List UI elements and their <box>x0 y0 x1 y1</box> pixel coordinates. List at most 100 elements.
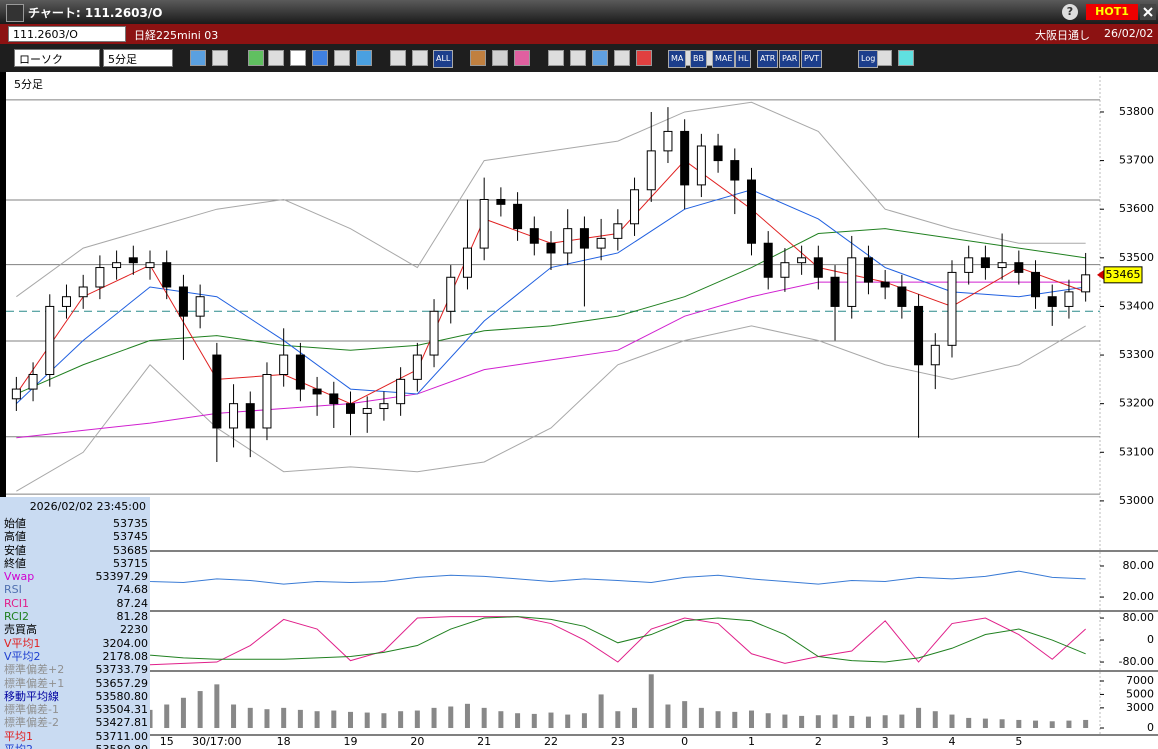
toolbar-icon[interactable] <box>876 50 892 66</box>
volume-bar <box>598 694 604 728</box>
candle-body <box>245 403 255 429</box>
toolbar-icon[interactable] <box>548 50 564 66</box>
volume-bar <box>147 709 153 728</box>
toolbar-button[interactable]: BB <box>690 50 707 68</box>
info-row: RCI2 81.28 <box>0 610 150 623</box>
candle-body <box>997 262 1007 269</box>
last-price-label: 53465 <box>1106 268 1141 281</box>
toolbar-icon[interactable] <box>190 50 206 66</box>
toolbar-button[interactable]: Log <box>858 50 879 68</box>
candle-body <box>546 242 556 254</box>
candle-body <box>847 257 857 307</box>
date-label: 26/02/02 <box>1104 27 1154 40</box>
info-value: 53427.81 <box>95 716 149 730</box>
toolbar-button[interactable]: MA <box>668 50 687 68</box>
volume-bar <box>264 709 270 728</box>
volume-bar <box>632 707 638 728</box>
toolbar-icon[interactable] <box>268 50 284 66</box>
y-tick-label: 53300 <box>1119 348 1154 361</box>
toolbar-icon[interactable] <box>290 50 306 66</box>
candle-body <box>780 262 790 278</box>
toolbar-icon[interactable] <box>570 50 586 66</box>
volume-bar <box>966 717 972 728</box>
interval-select[interactable]: 5分足 <box>103 49 173 67</box>
info-value: 2178.08 <box>102 649 149 663</box>
volume-bar <box>815 715 821 728</box>
candle-body <box>1031 271 1041 298</box>
volume-bar <box>698 707 704 728</box>
candle-body <box>145 262 155 269</box>
y-tick-label: 0 <box>1147 633 1154 646</box>
volume-bar <box>297 709 303 728</box>
toolbar-button[interactable]: HL <box>735 50 752 68</box>
toolbar-icon[interactable] <box>514 50 530 66</box>
symbol-input[interactable]: 111.2603/O <box>8 26 126 42</box>
info-value: 81.28 <box>116 610 149 624</box>
overlay-line <box>16 325 1086 492</box>
session-label: 大阪日通し <box>1035 29 1090 42</box>
help-button[interactable]: ? <box>1062 4 1078 20</box>
volume-bar <box>765 713 771 728</box>
volume-bar <box>932 711 938 728</box>
info-row: 平均2 53580.80 <box>0 743 150 749</box>
toolbar-button[interactable]: MAE <box>712 50 736 68</box>
candle-body <box>95 267 105 288</box>
info-label: 平均1 <box>4 729 33 743</box>
toolbar-button[interactable]: ALL <box>433 50 454 68</box>
info-label: 標準偏差+1 <box>4 676 65 690</box>
candle-body <box>663 130 673 152</box>
candle-body <box>1047 296 1057 307</box>
candle-body <box>462 247 472 278</box>
info-row: 移動平均線 53580.80 <box>0 690 150 703</box>
info-row: 安値 53685 <box>0 544 150 557</box>
volume-bar <box>498 711 504 728</box>
toolbar: ローソク 5分足 ALL MA BB MAE HL ATR PAR PVT Log <box>0 44 1158 72</box>
candle-body <box>696 145 706 186</box>
volume-bar <box>916 707 922 728</box>
toolbar-icon[interactable] <box>470 50 486 66</box>
toolbar-button[interactable]: ATR <box>757 50 779 68</box>
close-button[interactable] <box>1140 4 1156 20</box>
toolbar-icon[interactable] <box>492 50 508 66</box>
candle-body <box>429 310 439 356</box>
toolbar-button[interactable]: PVT <box>801 50 823 68</box>
info-value: 53711.00 <box>95 729 149 743</box>
candle-body <box>1064 291 1074 307</box>
candle-body <box>579 228 589 249</box>
x-tick-label: 1 <box>748 735 755 748</box>
candle-body <box>295 354 305 390</box>
volume-bar <box>665 704 671 728</box>
info-value: 53580.80 <box>95 689 149 703</box>
toolbar-icon[interactable] <box>248 50 264 66</box>
info-label: RSI <box>4 583 22 597</box>
overlay-line <box>16 101 1086 298</box>
toolbar-icon[interactable] <box>356 50 372 66</box>
toolbar-icon[interactable] <box>334 50 350 66</box>
toolbar-icon[interactable] <box>312 50 328 66</box>
candle-body <box>162 262 172 288</box>
toolbar-icon[interactable] <box>390 50 406 66</box>
info-row: 売買高 2230 <box>0 623 150 636</box>
info-value: 3204.00 <box>102 636 149 650</box>
y-tick-label: 53400 <box>1119 299 1154 312</box>
hot-badge[interactable]: HOT1 <box>1086 4 1138 20</box>
volume-bar <box>799 715 805 728</box>
info-row: RCI1 87.24 <box>0 597 150 610</box>
toolbar-button[interactable]: PAR <box>779 50 801 68</box>
toolbar-icon[interactable] <box>212 50 228 66</box>
volume-bar <box>231 704 237 728</box>
chart-style-select[interactable]: ローソク <box>14 49 100 67</box>
toolbar-icon[interactable] <box>412 50 428 66</box>
toolbar-icon[interactable] <box>898 50 914 66</box>
candle-body <box>797 257 807 264</box>
volume-bar <box>481 707 487 728</box>
info-value: 87.24 <box>116 596 149 610</box>
volume-bar <box>715 711 721 728</box>
candle-body <box>1014 262 1024 273</box>
x-tick-label: 30/17:00 <box>192 735 241 748</box>
toolbar-icon[interactable] <box>636 50 652 66</box>
volume-bar <box>999 719 1005 728</box>
toolbar-icon[interactable] <box>614 50 630 66</box>
toolbar-icon[interactable] <box>592 50 608 66</box>
info-row: 平均1 53711.00 <box>0 730 150 743</box>
